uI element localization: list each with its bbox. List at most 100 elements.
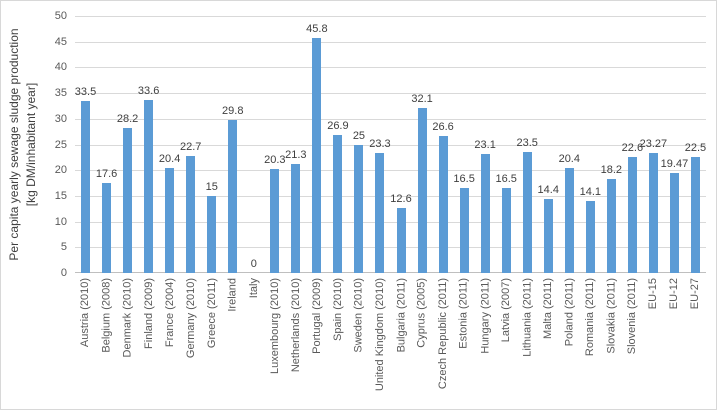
- gridline: [75, 247, 706, 249]
- bar-germany-2010: [186, 156, 196, 273]
- bar-eu-27: [690, 157, 700, 273]
- data-label-poland-2011: 20.4: [558, 153, 580, 166]
- bar-cyprus-2005: [417, 108, 427, 273]
- data-label-estonia-2011: 16.5: [453, 173, 475, 186]
- x-tick-label-netherlands-2010: Netherlands (2010): [289, 278, 302, 373]
- bar-luxembourg-2010: [270, 168, 280, 273]
- data-label-belgium-2008: 17.6: [95, 167, 118, 180]
- data-label-lithuania-2011: 23.5: [516, 137, 538, 150]
- x-tick-label-eu-12: EU-12: [668, 278, 681, 310]
- y-tick-label: 45: [54, 35, 67, 48]
- x-tick-label-belgium-2008: Belgium (2008): [100, 278, 113, 353]
- bar-austria-2010: [81, 100, 91, 273]
- bar-ireland: [228, 119, 238, 273]
- bar-lithuania-2011: [522, 152, 532, 273]
- x-tick-label-ireland: Ireland: [226, 278, 239, 312]
- data-label-portugal-2009: 45.8: [306, 22, 328, 35]
- x-tick-label-romania-2011: Romania (2011): [584, 278, 597, 357]
- x-tick-label-hungary-2011: Hungary (2011): [479, 278, 492, 354]
- x-tick-label-united-kingdom-2010: United Kingdom (2010): [373, 278, 386, 392]
- bar-latvia-2007: [501, 188, 511, 273]
- bar-eu-12: [669, 172, 679, 273]
- x-axis-line: [75, 272, 706, 273]
- bar-spain-2010: [333, 134, 343, 273]
- x-tick-label-estonia-2011: Estonia (2011): [458, 278, 471, 349]
- data-label-finland-2009: 33.6: [137, 85, 160, 98]
- y-tick-label: 50: [54, 10, 67, 22]
- data-label-spain-2010: 26.9: [327, 119, 349, 132]
- data-label-slovakia-2011: 18.2: [600, 164, 623, 177]
- bar-belgium-2008: [102, 182, 112, 273]
- data-label-france-2004: 20.4: [158, 153, 181, 166]
- x-tick-label-lithuania-2011: Lithuania (2011): [521, 278, 534, 357]
- gridline: [75, 221, 706, 223]
- y-tick-label: 35: [54, 87, 67, 100]
- bar-bulgaria-2011: [396, 208, 406, 273]
- data-label-ireland: 29.8: [222, 104, 244, 117]
- gridline: [75, 67, 706, 69]
- bar-france-2004: [165, 168, 175, 273]
- x-tick-label-greece-2011: Greece (2011): [205, 278, 218, 349]
- x-tick-label-austria-2010: Austria (2010): [79, 278, 92, 348]
- data-label-netherlands-2010: 21.3: [285, 148, 307, 161]
- x-tick-label-sweden-2010: Sweden (2010): [352, 278, 365, 353]
- y-tick-label: 10: [54, 215, 67, 228]
- data-label-austria-2010: 33.5: [74, 85, 97, 98]
- bar-united-kingdom-2010: [375, 153, 385, 273]
- x-tick-label-cyprus-2005: Cyprus (2005): [416, 278, 429, 348]
- data-label-bulgaria-2011: 12.6: [390, 193, 412, 206]
- x-tick-label-germany-2010: Germany (2010): [184, 278, 197, 359]
- y-tick-label: 5: [60, 241, 67, 254]
- bar-slovakia-2011: [606, 179, 616, 273]
- data-label-italy: 0: [250, 258, 257, 270]
- bar-estonia-2011: [459, 188, 469, 273]
- y-tick-label: 0: [60, 267, 67, 279]
- x-tick-label-eu-15: EU-15: [647, 278, 660, 310]
- x-tick-label-italy: Italy: [247, 278, 260, 299]
- gridline: [75, 93, 706, 95]
- y-tick-label: 30: [54, 112, 67, 125]
- x-tick-label-bulgaria-2011: Bulgaria (2011): [395, 278, 408, 353]
- x-tick-label-latvia-2007: Latvia (2007): [500, 278, 513, 343]
- data-label-slovenia-2011: 22.6: [621, 141, 644, 154]
- data-label-germany-2010: 22.7: [179, 141, 202, 154]
- bar-hungary-2011: [480, 154, 490, 273]
- bar-czech-republic-2011: [438, 136, 448, 273]
- y-axis-ticks: 0 5 10 15 20 25 30 35 40 45 50: [1, 10, 67, 279]
- gridline: [75, 41, 706, 43]
- bar-malta-2011: [543, 198, 553, 273]
- gridline: [75, 195, 706, 197]
- bar-romania-2011: [585, 200, 595, 273]
- data-label-hungary-2011: 23.1: [474, 139, 496, 152]
- data-label-czech-republic-2011: 26.6: [432, 121, 454, 134]
- data-label-luxembourg-2010: 20.3: [264, 153, 286, 166]
- bar-eu-15: [648, 153, 658, 273]
- y-tick-label: 20: [54, 164, 67, 177]
- bar-greece-2011: [207, 195, 217, 273]
- data-label-eu-12: 19.47: [660, 157, 689, 170]
- x-axis-labels: Austria (2010) Belgium (2008) Denmark (201…: [75, 278, 706, 406]
- data-label-denmark-2010: 28.2: [116, 113, 139, 126]
- x-tick-label-malta-2011: Malta (2011): [542, 278, 555, 339]
- x-tick-label-luxembourg-2010: Luxembourg (2010): [268, 278, 281, 375]
- bar-netherlands-2010: [291, 163, 301, 273]
- data-label-malta-2011: 14.4: [537, 183, 559, 196]
- data-label-cyprus-2005: 32.1: [411, 93, 433, 106]
- x-tick-label-denmark-2010: Denmark (2010): [121, 278, 134, 358]
- bar-portugal-2009: [312, 37, 322, 273]
- x-tick-label-slovakia-2011: Slovakia (2011): [605, 278, 618, 354]
- x-tick-label-eu-27: EU-27: [689, 278, 702, 310]
- gridline: [75, 170, 706, 172]
- gridline: [75, 16, 706, 17]
- data-label-eu-27: 22.5: [684, 142, 707, 155]
- gridline: [75, 144, 706, 146]
- x-tick-label-spain-2010: Spain (2010): [331, 278, 344, 341]
- x-tick-label-poland-2011: Poland (2011): [563, 278, 576, 347]
- data-label-sweden-2010: 25: [352, 129, 366, 142]
- x-tick-label-czech-republic-2011: Czech Republic (2011): [437, 278, 450, 390]
- data-label-united-kingdom-2010: 23.3: [369, 138, 391, 151]
- x-tick-label-slovenia-2011: Slovenia (2011): [626, 278, 639, 355]
- bar-poland-2011: [564, 168, 574, 273]
- x-tick-label-france-2004: France (2004): [163, 278, 176, 348]
